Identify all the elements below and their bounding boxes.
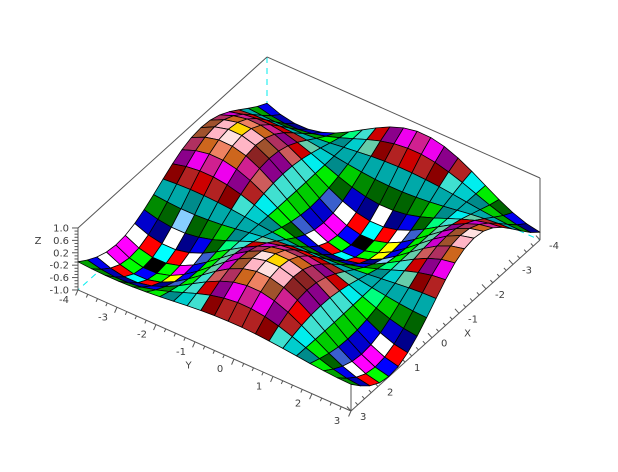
y-tick-label: -3: [98, 312, 108, 323]
x-tick-label: 1: [414, 363, 420, 374]
z-axis-title: Z: [35, 236, 42, 247]
y-tick-label: -2: [137, 330, 147, 341]
y-tick-label: -1: [176, 347, 186, 358]
y-tick-label: 0: [217, 364, 223, 375]
z-tick-label: 0.6: [53, 236, 69, 247]
surface-mesh: [77, 102, 541, 387]
x-tick-label: -1: [468, 314, 478, 325]
x-tick-label: -4: [549, 241, 559, 252]
y-axis-title: Y: [184, 360, 192, 371]
z-tick-label: 0.2: [53, 248, 69, 259]
y-tick-label: 2: [295, 399, 301, 410]
x-tick-label: 3: [360, 412, 366, 423]
x-tick-label: -2: [495, 290, 505, 301]
y-tick-label: 1: [256, 381, 262, 392]
x-tick-label: 0: [441, 339, 447, 350]
x-tick-label: 2: [387, 388, 393, 399]
x-tick-label: -3: [522, 265, 532, 276]
z-tick-label: -0.6: [49, 273, 69, 284]
z-tick-label: 1.0: [53, 223, 69, 234]
surface-facet: [336, 377, 361, 387]
z-tick-label: -0.2: [49, 261, 69, 272]
y-tick-label: 3: [334, 416, 340, 427]
y-tick-label: -4: [59, 295, 69, 306]
z-tick-label: -1.0: [49, 285, 69, 296]
x-axis-title: X: [464, 328, 471, 339]
y-axis: -4 -3 -2 -1 0 1 2 3 Y: [59, 289, 352, 427]
z-axis: -1.0-0.6-0.2 0.20.6 1.0 Z: [35, 223, 78, 296]
